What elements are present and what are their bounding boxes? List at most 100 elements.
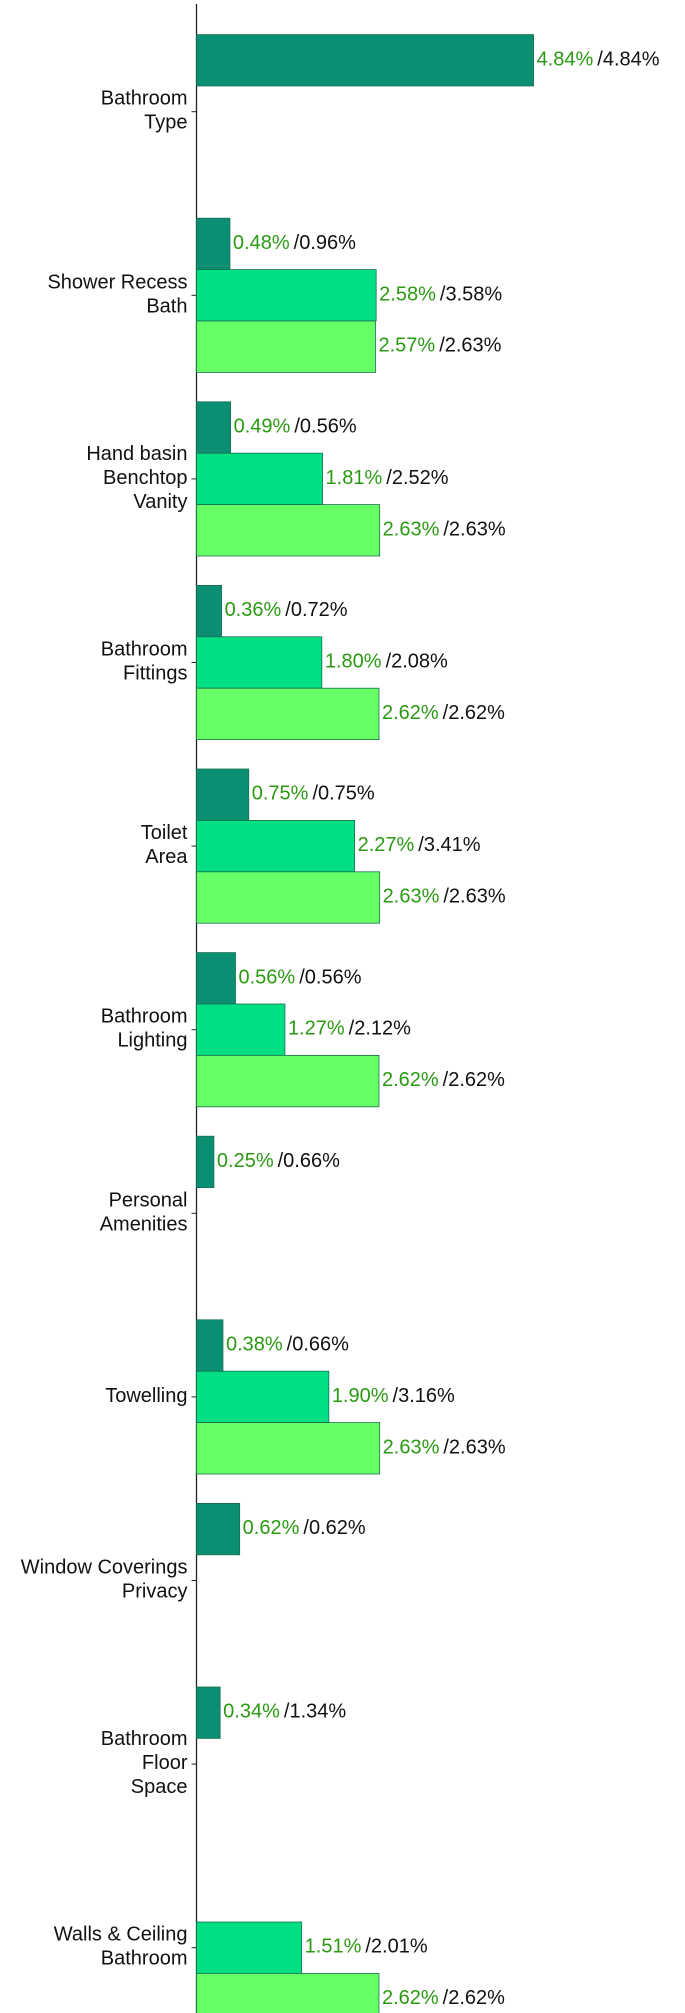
data-label: 2.63%/2.63% <box>383 519 506 541</box>
data-label: 2.58%/3.58% <box>379 284 502 306</box>
bar <box>196 1973 380 2013</box>
category-label: Bathroom Lighting <box>101 1006 188 1052</box>
bar <box>196 1503 241 1556</box>
category-label: Bathroom Fittings <box>101 639 188 685</box>
data-label: 1.81%/2.52% <box>326 467 449 489</box>
data-label: 2.62%/2.62% <box>382 702 505 724</box>
category-label: Walls & Ceiling Bathroom <box>54 1924 188 1970</box>
category-label-line: Bathroom <box>101 1948 188 1970</box>
category-label-line: Towelling <box>105 1385 187 1407</box>
secondary-label: /3.16% <box>393 1385 455 1407</box>
value-label: 0.38% <box>226 1334 283 1356</box>
category-label-line: Area <box>145 846 188 868</box>
category-label-line: Shower Recess <box>47 272 187 294</box>
data-label: 0.56%/0.56% <box>239 967 362 989</box>
category-label-line: Personal <box>109 1190 188 1212</box>
secondary-label: /2.62% <box>443 702 505 724</box>
value-label: 2.58% <box>379 284 436 306</box>
value-label: 1.51% <box>305 1936 362 1958</box>
value-label: 0.56% <box>239 967 296 989</box>
secondary-label: /2.63% <box>443 519 505 541</box>
secondary-label: /0.62% <box>303 1517 365 1539</box>
bar <box>196 1135 215 1188</box>
data-label: 1.80%/2.08% <box>325 651 448 673</box>
data-label: 0.49%/0.56% <box>234 416 357 438</box>
value-label: 2.57% <box>378 335 435 357</box>
category-label-line: Amenities <box>100 1214 188 1236</box>
category-label-line: Bathroom <box>101 88 188 110</box>
data-label: 1.90%/3.16% <box>332 1385 455 1407</box>
value-label: 2.62% <box>382 1987 439 2009</box>
bar <box>196 401 232 454</box>
secondary-label: /0.66% <box>278 1150 340 1172</box>
category-label-line: Window Coverings <box>21 1557 188 1579</box>
category-label-line: Benchtop <box>103 467 188 489</box>
value-label: 2.27% <box>358 834 415 856</box>
category-label-line: Walls & Ceiling <box>54 1924 188 1946</box>
secondary-label: /2.62% <box>443 1069 505 1091</box>
value-label: 0.25% <box>217 1150 274 1172</box>
value-label: 0.62% <box>243 1517 300 1539</box>
value-label: 1.27% <box>288 1018 345 1040</box>
secondary-label: /0.72% <box>285 599 347 621</box>
data-label: 2.62%/2.62% <box>382 1069 505 1091</box>
value-label: 0.48% <box>233 232 290 254</box>
bar <box>196 871 381 924</box>
category-label: Toilet Area <box>141 822 189 868</box>
bar <box>196 636 323 689</box>
secondary-label: /0.66% <box>287 1334 349 1356</box>
secondary-label: /2.62% <box>443 1987 505 2009</box>
data-label: 2.57%/2.63% <box>378 335 501 357</box>
category-label-line: Privacy <box>122 1581 188 1603</box>
value-label: 1.80% <box>325 651 382 673</box>
category-label-line: Bathroom <box>101 1006 188 1028</box>
category-label-line: Fittings <box>123 663 187 685</box>
bar <box>196 1319 224 1372</box>
value-label: 0.49% <box>234 416 291 438</box>
data-label: 0.36%/0.72% <box>225 599 348 621</box>
category-label-line: Hand basin <box>86 443 187 465</box>
bar <box>196 1686 221 1739</box>
value-label: 4.84% <box>537 49 594 71</box>
secondary-label: /0.96% <box>294 232 356 254</box>
secondary-label: /1.34% <box>284 1701 346 1723</box>
secondary-label: /3.41% <box>418 834 480 856</box>
value-label: 2.62% <box>382 702 439 724</box>
bar <box>196 952 236 1005</box>
secondary-label: /2.08% <box>386 651 448 673</box>
category-label-line: Toilet <box>141 822 188 844</box>
data-label: 2.63%/2.63% <box>383 1437 506 1459</box>
data-label: 0.62%/0.62% <box>243 1517 366 1539</box>
data-label: 0.75%/0.75% <box>252 783 375 805</box>
secondary-label: /4.84% <box>597 49 659 71</box>
bar <box>196 687 380 741</box>
category-label-line: Vanity <box>133 491 187 513</box>
category-label: Bathroom Floor Space <box>101 1728 188 1798</box>
bar <box>196 269 377 322</box>
bar <box>196 34 534 87</box>
bar <box>196 820 355 873</box>
category-label-line: Bathroom <box>101 1728 188 1750</box>
bar <box>196 1003 286 1056</box>
secondary-label: /2.01% <box>365 1936 427 1958</box>
value-label: 0.75% <box>252 783 309 805</box>
data-label: 0.34%/1.34% <box>223 1701 346 1723</box>
secondary-label: /2.63% <box>443 886 505 908</box>
data-label: 0.25%/0.66% <box>217 1150 340 1172</box>
bar <box>196 452 323 506</box>
value-label: 2.63% <box>383 1437 440 1459</box>
value-label: 0.36% <box>225 599 282 621</box>
value-label: 2.62% <box>382 1069 439 1091</box>
value-label: 2.63% <box>383 519 440 541</box>
data-label: 0.38%/0.66% <box>226 1334 349 1356</box>
category-label: Personal Amenities <box>100 1190 188 1236</box>
secondary-label: /2.63% <box>439 335 501 357</box>
bar <box>196 504 381 557</box>
category-label-line: Bathroom <box>101 639 188 661</box>
data-label: 1.27%/2.12% <box>288 1018 411 1040</box>
category-label: Shower Recess Bath <box>47 272 187 318</box>
category-label: Towelling <box>105 1385 187 1407</box>
secondary-label: /2.63% <box>443 1437 505 1459</box>
category-label: Window Coverings Privacy <box>21 1557 188 1603</box>
data-label: 0.48%/0.96% <box>233 232 356 254</box>
